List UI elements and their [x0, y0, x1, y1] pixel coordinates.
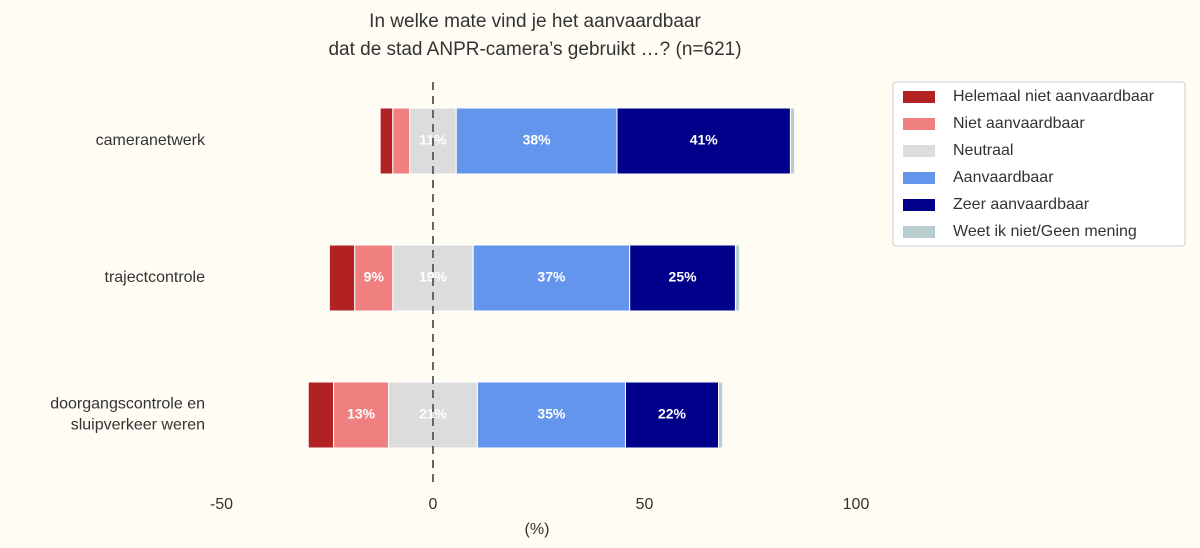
bar-segment [328, 244, 356, 312]
legend-label: Helemaal niet aanvaardbaar [953, 88, 1155, 105]
bar-segment [379, 107, 394, 175]
y-tick-label: cameranetwerk [96, 132, 206, 149]
data-label: 38% [523, 132, 552, 148]
chart-title: In welke mate vind je het aanvaardbaar da… [328, 11, 741, 60]
data-label: 37% [537, 269, 566, 285]
bar-segment [472, 244, 631, 312]
legend-label: Aanvaardbaar [953, 169, 1054, 186]
bar-segment [392, 107, 411, 175]
legend-box [892, 81, 1186, 247]
x-tick-label: 100 [843, 496, 870, 513]
bar-segment [307, 381, 335, 449]
data-label: 19% [419, 269, 448, 285]
data-label: 41% [690, 132, 719, 148]
data-label: 9% [364, 269, 385, 285]
bar-segment [455, 107, 618, 175]
bar-segment [718, 381, 724, 449]
y-tick-label: trajectcontrole [105, 269, 206, 286]
bar-segment [789, 107, 796, 175]
legend-label: Zeer aanvaardbaar [953, 196, 1090, 213]
legend-swatch [903, 118, 935, 130]
legend-swatch [903, 226, 935, 238]
legend-swatch [903, 172, 935, 184]
x-axis-label: (%) [525, 521, 550, 538]
data-label: 22% [658, 406, 687, 422]
bar-segment [333, 381, 390, 449]
data-label: 21% [419, 406, 448, 422]
bar-segment [476, 381, 626, 449]
legend-swatch [903, 199, 935, 211]
x-tick-label: 0 [429, 496, 438, 513]
bar-segment [629, 244, 736, 312]
legend-label: Neutraal [953, 142, 1013, 159]
legend-swatch [903, 145, 935, 157]
x-tick-label: 50 [636, 496, 654, 513]
bar-segment [734, 244, 741, 312]
legend-label: Weet ik niet/Geen mening [953, 223, 1137, 240]
data-label: 13% [347, 406, 376, 422]
data-label: 25% [669, 269, 698, 285]
y-tick-label: doorgangscontrole en sluipverkeer weren [50, 396, 205, 434]
bar-segment [624, 381, 720, 449]
legend-label: Niet aanvaardbaar [953, 115, 1085, 132]
legend-swatch [903, 91, 935, 103]
data-label: 35% [537, 406, 566, 422]
x-tick-label: -50 [210, 496, 233, 513]
